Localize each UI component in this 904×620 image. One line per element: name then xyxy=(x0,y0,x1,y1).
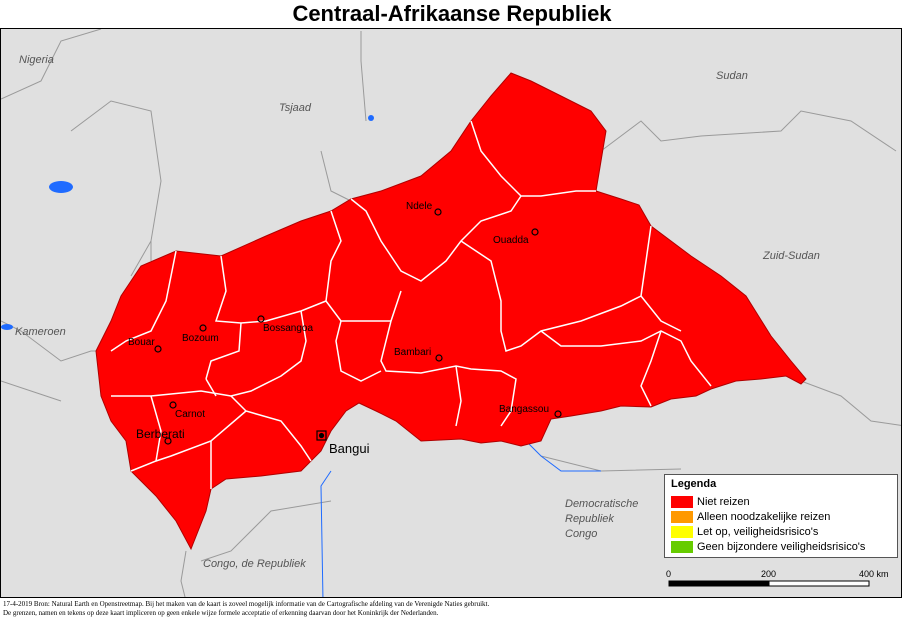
city-label-ouadda: Ouadda xyxy=(493,235,529,246)
prefecture-borders xyxy=(110,120,712,489)
legend-item-geen: Geen bijzondere veiligheidsrisico's xyxy=(671,540,865,554)
country-label-congo: Congo, de Republiek xyxy=(203,558,306,570)
scale-label-400: 400 km xyxy=(859,569,889,579)
city-label-bangassou: Bangassou xyxy=(499,404,549,415)
capital-marker-bangui[interactable] xyxy=(316,430,327,441)
city-label-bozoum: Bozoum xyxy=(182,333,219,344)
legend-item-let-op: Let op, veiligheidsrisico's xyxy=(671,525,818,539)
car-country-shape[interactable] xyxy=(95,72,807,551)
city-marker-berberati[interactable] xyxy=(164,437,172,445)
country-label-drc-2: Republiek xyxy=(565,513,614,525)
city-marker-bangassou[interactable] xyxy=(554,410,562,418)
country-label-zuid-sudan: Zuid-Sudan xyxy=(762,250,820,262)
legend-swatch-orange xyxy=(671,511,693,523)
country-label-drc-1: Democratische xyxy=(565,498,638,510)
city-label-berberati: Berberati xyxy=(136,427,185,441)
country-label-kameroen: Kameroen xyxy=(15,326,66,338)
city-marker-bouar[interactable] xyxy=(154,345,162,353)
capital-dot xyxy=(318,432,325,439)
city-marker-bossangoa[interactable] xyxy=(257,315,265,323)
footer-line-2: De grenzen, namen en tekens op deze kaar… xyxy=(3,609,439,617)
country-label-sudan: Sudan xyxy=(716,70,748,82)
city-marker-carnot[interactable] xyxy=(169,401,177,409)
city-marker-bambari[interactable] xyxy=(435,354,443,362)
legend-label: Alleen noodzakelijke reizen xyxy=(697,511,831,523)
legend-swatch-green xyxy=(671,541,693,553)
lake-chad xyxy=(49,181,73,193)
legend-swatch-yellow xyxy=(671,526,693,538)
city-label-carnot: Carnot xyxy=(175,409,205,420)
footer-line-1: 17-4-2019 Bron: Natural Earth en Openstr… xyxy=(3,600,490,608)
legend-label: Let op, veiligheidsrisico's xyxy=(697,526,819,538)
scale-label-0: 0 xyxy=(666,569,671,579)
legend-heading: Legenda xyxy=(671,478,717,490)
legend-label: Niet reizen xyxy=(697,496,750,508)
map-title: Centraal-Afrikaanse Republiek xyxy=(292,1,612,26)
lake-icon xyxy=(368,115,374,121)
city-label-bambari: Bambari xyxy=(394,347,431,358)
city-label-bouar: Bouar xyxy=(128,337,155,348)
city-label-ndele: Ndele xyxy=(406,201,433,212)
city-label-bangui: Bangui xyxy=(329,441,370,456)
city-marker-ndele[interactable] xyxy=(434,208,442,216)
country-label-drc-3: Congo xyxy=(565,528,597,540)
footer-credits: 17-4-2019 Bron: Natural Earth en Openstr… xyxy=(3,600,903,618)
city-label-bossangoa: Bossangoa xyxy=(263,323,313,334)
scale-label-200: 200 xyxy=(761,569,776,579)
legend-box: Legenda Niet reizen Alleen noodzakelijke… xyxy=(664,474,898,558)
country-label-nigeria: Nigeria xyxy=(19,54,54,66)
legend-item-niet-reizen: Niet reizen xyxy=(671,495,750,509)
legend-item-noodzakelijk: Alleen noodzakelijke reizen xyxy=(671,510,830,524)
city-marker-bozoum[interactable] xyxy=(199,324,207,332)
country-label-tsjaad: Tsjaad xyxy=(279,102,312,114)
legend-label: Geen bijzondere veiligheidsrisico's xyxy=(697,541,866,553)
scale-bar: 0 200 400 km xyxy=(666,569,889,587)
legend-swatch-red xyxy=(671,496,693,508)
city-marker-ouadda[interactable] xyxy=(531,228,539,236)
lake-icon-2 xyxy=(1,324,13,330)
